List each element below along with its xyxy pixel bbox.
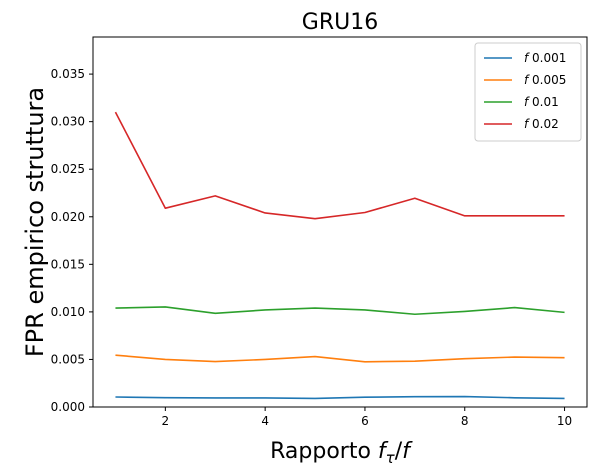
y-axis: 0.000 0.005 0.010 0.015 0.020 0.025 0.030 0.035 (51, 67, 93, 414)
y-tick-label: 0.005 (51, 352, 85, 366)
y-tick-label: 0.030 (51, 115, 85, 129)
chart-title: GRU16 (302, 10, 378, 35)
series-line-1 (115, 354, 565, 363)
legend: f 0.001 f 0.005 f 0.01 f 0.02 (474, 42, 582, 142)
plot-frame (92, 36, 588, 408)
series-line-3 (114, 111, 565, 220)
series-line-2 (115, 306, 565, 316)
legend-label: f 0.005 (524, 73, 566, 87)
y-tick-label: 0.025 (51, 162, 85, 176)
x-tick-label: 8 (461, 414, 469, 428)
series-line-0 (115, 395, 565, 400)
y-tick-label: 0.035 (51, 67, 85, 81)
x-tick-label: 4 (261, 414, 269, 428)
x-axis: 2 4 6 8 10 (162, 407, 572, 428)
legend-label: f 0.001 (524, 51, 566, 65)
y-tick-label: 0.010 (51, 305, 85, 319)
legend-label: f 0.01 (524, 95, 559, 109)
x-tick-label: 2 (162, 414, 170, 428)
x-tick-label: 6 (361, 414, 369, 428)
x-tick-label: 10 (557, 414, 572, 428)
y-axis-label: FPR empirico struttura (21, 87, 49, 357)
y-tick-label: 0.020 (51, 210, 85, 224)
legend-label: f 0.02 (524, 117, 559, 131)
legend-box (474, 42, 582, 142)
y-tick-label: 0.000 (51, 400, 85, 414)
y-tick-label: 0.015 (51, 257, 85, 271)
series-lines (114, 111, 565, 400)
